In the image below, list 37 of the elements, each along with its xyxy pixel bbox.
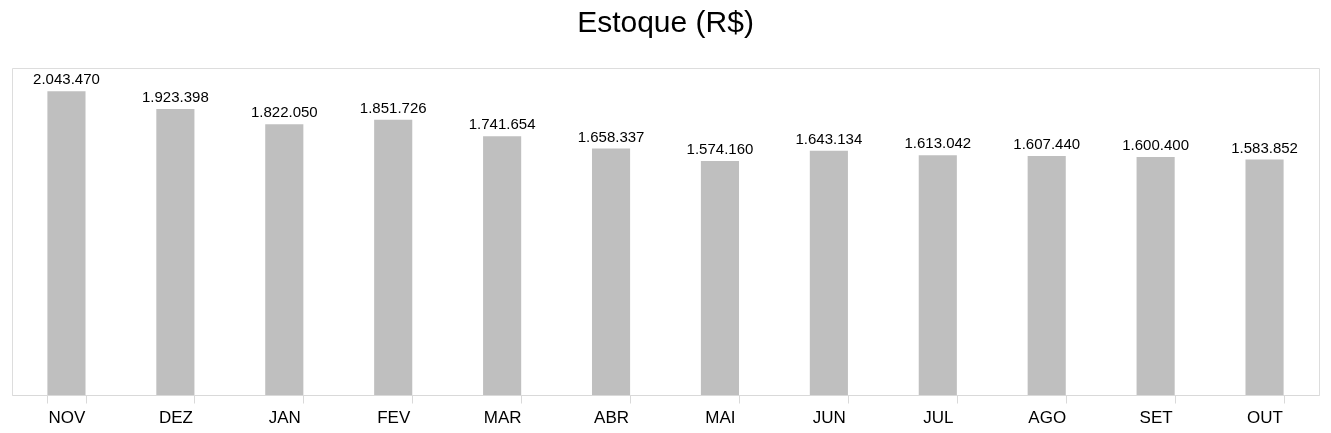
x-tick-label: JUN [812,407,846,427]
bar [1136,157,1175,395]
data-label: 1.822.050 [250,103,318,121]
data-label: 2.043.470 [33,70,100,88]
data-label: 1.574.160 [686,140,754,158]
bar [1245,159,1284,395]
x-tick-label: JUL [923,407,954,427]
bar [918,155,957,395]
x-tick-label: JAN [268,407,301,427]
data-label: 1.600.400 [1122,136,1189,154]
x-tick-label: MAR [483,407,522,427]
x-tick-label: AGO [1028,407,1067,427]
bar [483,136,522,395]
data-label: 1.583.852 [1231,138,1298,156]
x-tick-label: ABR [594,407,630,427]
bar [156,109,195,395]
data-label: 1.613.042 [904,134,972,152]
x-tick-label: SET [1139,407,1173,427]
bar [591,148,631,395]
x-tick-label: MAI [705,407,736,427]
data-label: 1.923.398 [142,88,209,106]
bar [700,161,740,395]
data-label: 1.643.134 [795,129,863,147]
bar [374,119,413,395]
bar [1027,156,1066,395]
x-tick-label: OUT [1247,407,1283,427]
x-tick-label: DEZ [158,407,193,427]
bar [265,124,304,395]
data-label: 1.658.337 [577,127,645,145]
bar [809,150,848,395]
x-tick-label: FEV [377,407,411,427]
data-label: 1.607.440 [1013,135,1081,153]
x-tick-label: NOV [48,407,87,427]
chart-title: Estoque (R$) [577,5,754,38]
bar [47,91,86,395]
data-label: 1.851.726 [359,98,427,116]
data-label: 1.741.654 [468,115,536,133]
